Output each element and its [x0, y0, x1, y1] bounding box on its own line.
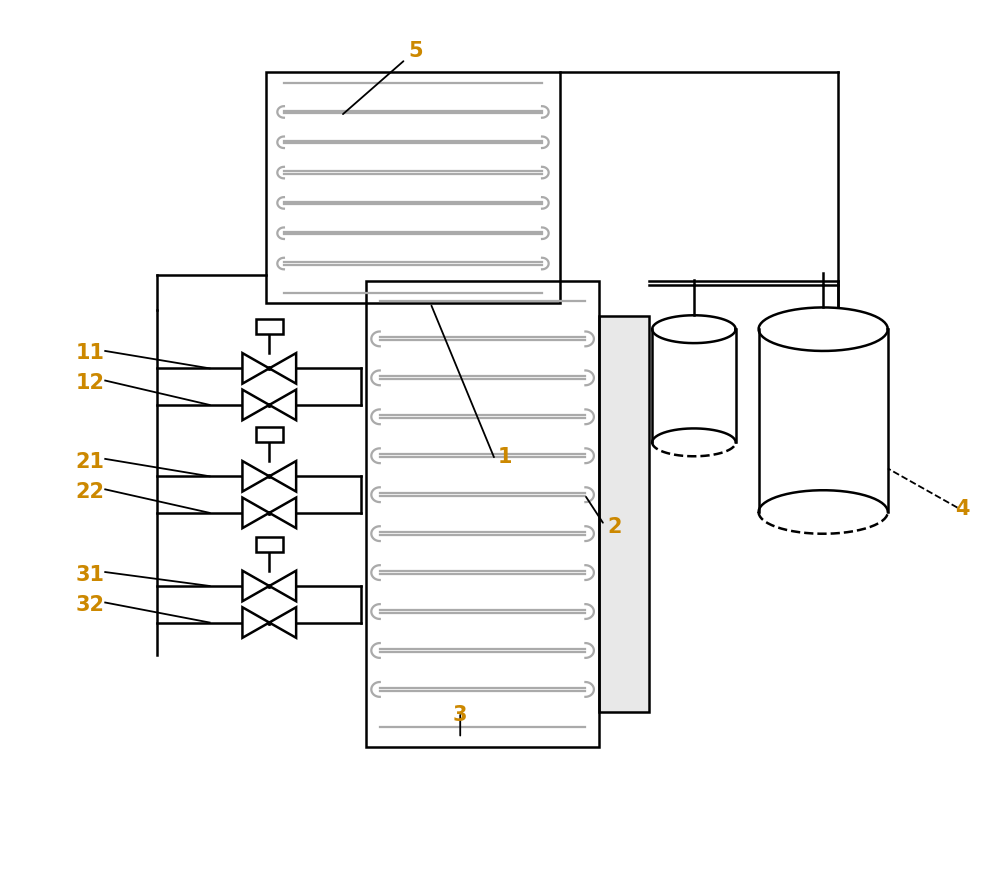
- Text: 1: 1: [498, 447, 512, 467]
- Polygon shape: [242, 607, 269, 638]
- Polygon shape: [269, 570, 296, 601]
- Bar: [256, 319, 283, 335]
- Text: 2: 2: [607, 517, 622, 537]
- Bar: [366, 281, 599, 747]
- Text: 11: 11: [76, 343, 105, 363]
- Polygon shape: [242, 353, 269, 384]
- Text: 5: 5: [408, 40, 423, 60]
- Text: 31: 31: [76, 565, 105, 584]
- Polygon shape: [269, 461, 296, 491]
- Polygon shape: [242, 570, 269, 601]
- Text: 3: 3: [453, 705, 467, 724]
- Text: 4: 4: [955, 499, 970, 519]
- Text: 22: 22: [76, 482, 105, 502]
- Bar: [599, 316, 649, 712]
- Polygon shape: [242, 461, 269, 491]
- Text: 21: 21: [76, 451, 105, 471]
- Polygon shape: [242, 390, 269, 420]
- Polygon shape: [269, 390, 296, 420]
- Text: 12: 12: [76, 373, 105, 393]
- Text: 32: 32: [76, 595, 105, 615]
- Polygon shape: [269, 353, 296, 384]
- Polygon shape: [242, 498, 269, 528]
- Polygon shape: [269, 498, 296, 528]
- Bar: [256, 537, 283, 552]
- Bar: [266, 73, 560, 303]
- Bar: [256, 427, 283, 442]
- Polygon shape: [269, 607, 296, 638]
